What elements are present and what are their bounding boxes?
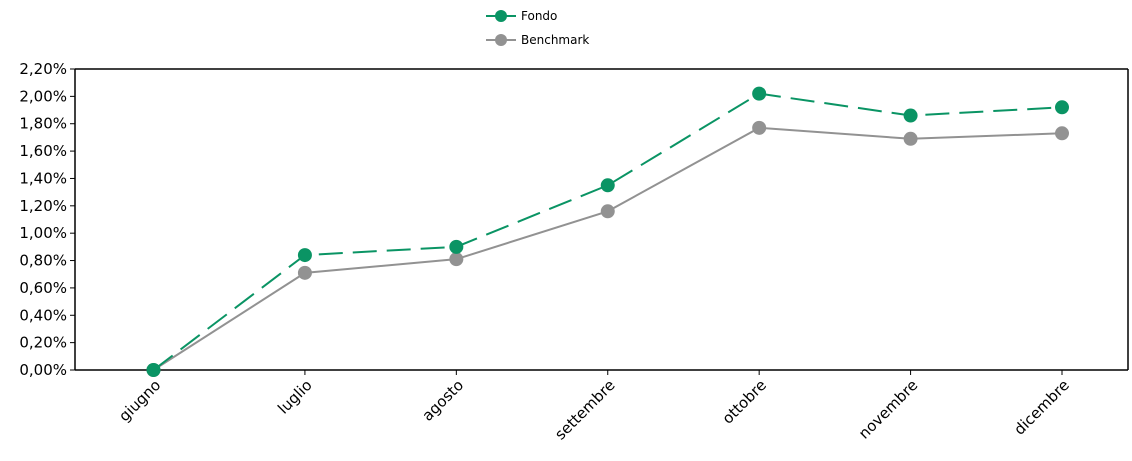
- x-tick-label: ottobre: [719, 376, 770, 427]
- y-tick-label: 0,80%: [19, 252, 67, 270]
- legend-label: Fondo: [521, 9, 557, 23]
- x-tick-label: dicembre: [1010, 376, 1072, 438]
- chart-legend: Fondo Benchmark: [486, 9, 589, 47]
- x-tick-label: novembre: [855, 376, 921, 442]
- data-point-benchmark: [903, 131, 918, 146]
- data-point-fondo: [903, 108, 918, 123]
- legend-label: Benchmark: [521, 33, 589, 47]
- series-fondo: [146, 86, 1069, 377]
- series-benchmark: [146, 120, 1069, 377]
- y-tick-label: 0,60%: [19, 279, 67, 297]
- y-tick-label: 1,00%: [19, 224, 67, 242]
- data-point-benchmark: [600, 204, 615, 219]
- x-tick-label: giugno: [115, 376, 164, 425]
- y-tick-label: 1,40%: [19, 169, 67, 187]
- y-axis-ticks: 0,00% 0,20% 0,40% 0,60% 0,80% 1,00% 1,20% 1,40%…: [19, 60, 75, 379]
- legend-item-benchmark: Benchmark: [486, 33, 589, 47]
- y-tick-label: 2,20%: [19, 60, 67, 78]
- data-point-benchmark: [449, 252, 464, 267]
- data-point-benchmark: [752, 120, 767, 135]
- y-tick-label: 1,80%: [19, 115, 67, 133]
- data-point-fondo: [297, 248, 312, 263]
- y-tick-label: 0,20%: [19, 334, 67, 352]
- data-point-fondo: [449, 239, 464, 254]
- legend-marker: [495, 34, 507, 46]
- data-point-benchmark: [297, 265, 312, 280]
- data-point-benchmark: [1055, 126, 1069, 141]
- data-point-fondo: [752, 86, 767, 101]
- x-axis-ticks: giugno luglio agosto settembre ottobre novemb…: [115, 370, 1073, 443]
- y-tick-label: 1,20%: [19, 197, 67, 215]
- chart-axes: [74, 68, 1129, 371]
- y-tick-label: 0,40%: [19, 306, 67, 324]
- data-point-fondo: [600, 178, 615, 193]
- series-line-benchmark: [152, 126, 1063, 371]
- data-point-fondo: [1055, 100, 1069, 115]
- data-point-fondo: [146, 363, 161, 377]
- legend-item-fondo: Fondo: [486, 9, 557, 23]
- x-tick-label: luglio: [274, 376, 316, 418]
- legend-marker: [495, 10, 507, 22]
- series-line-fondo: [152, 92, 1063, 371]
- x-tick-label: settembre: [551, 376, 618, 443]
- x-tick-label: agosto: [419, 376, 468, 425]
- y-tick-label: 2,00%: [19, 87, 67, 105]
- y-tick-label: 1,60%: [19, 142, 67, 160]
- series-layer: [146, 86, 1069, 377]
- y-tick-label: 0,00%: [19, 361, 67, 379]
